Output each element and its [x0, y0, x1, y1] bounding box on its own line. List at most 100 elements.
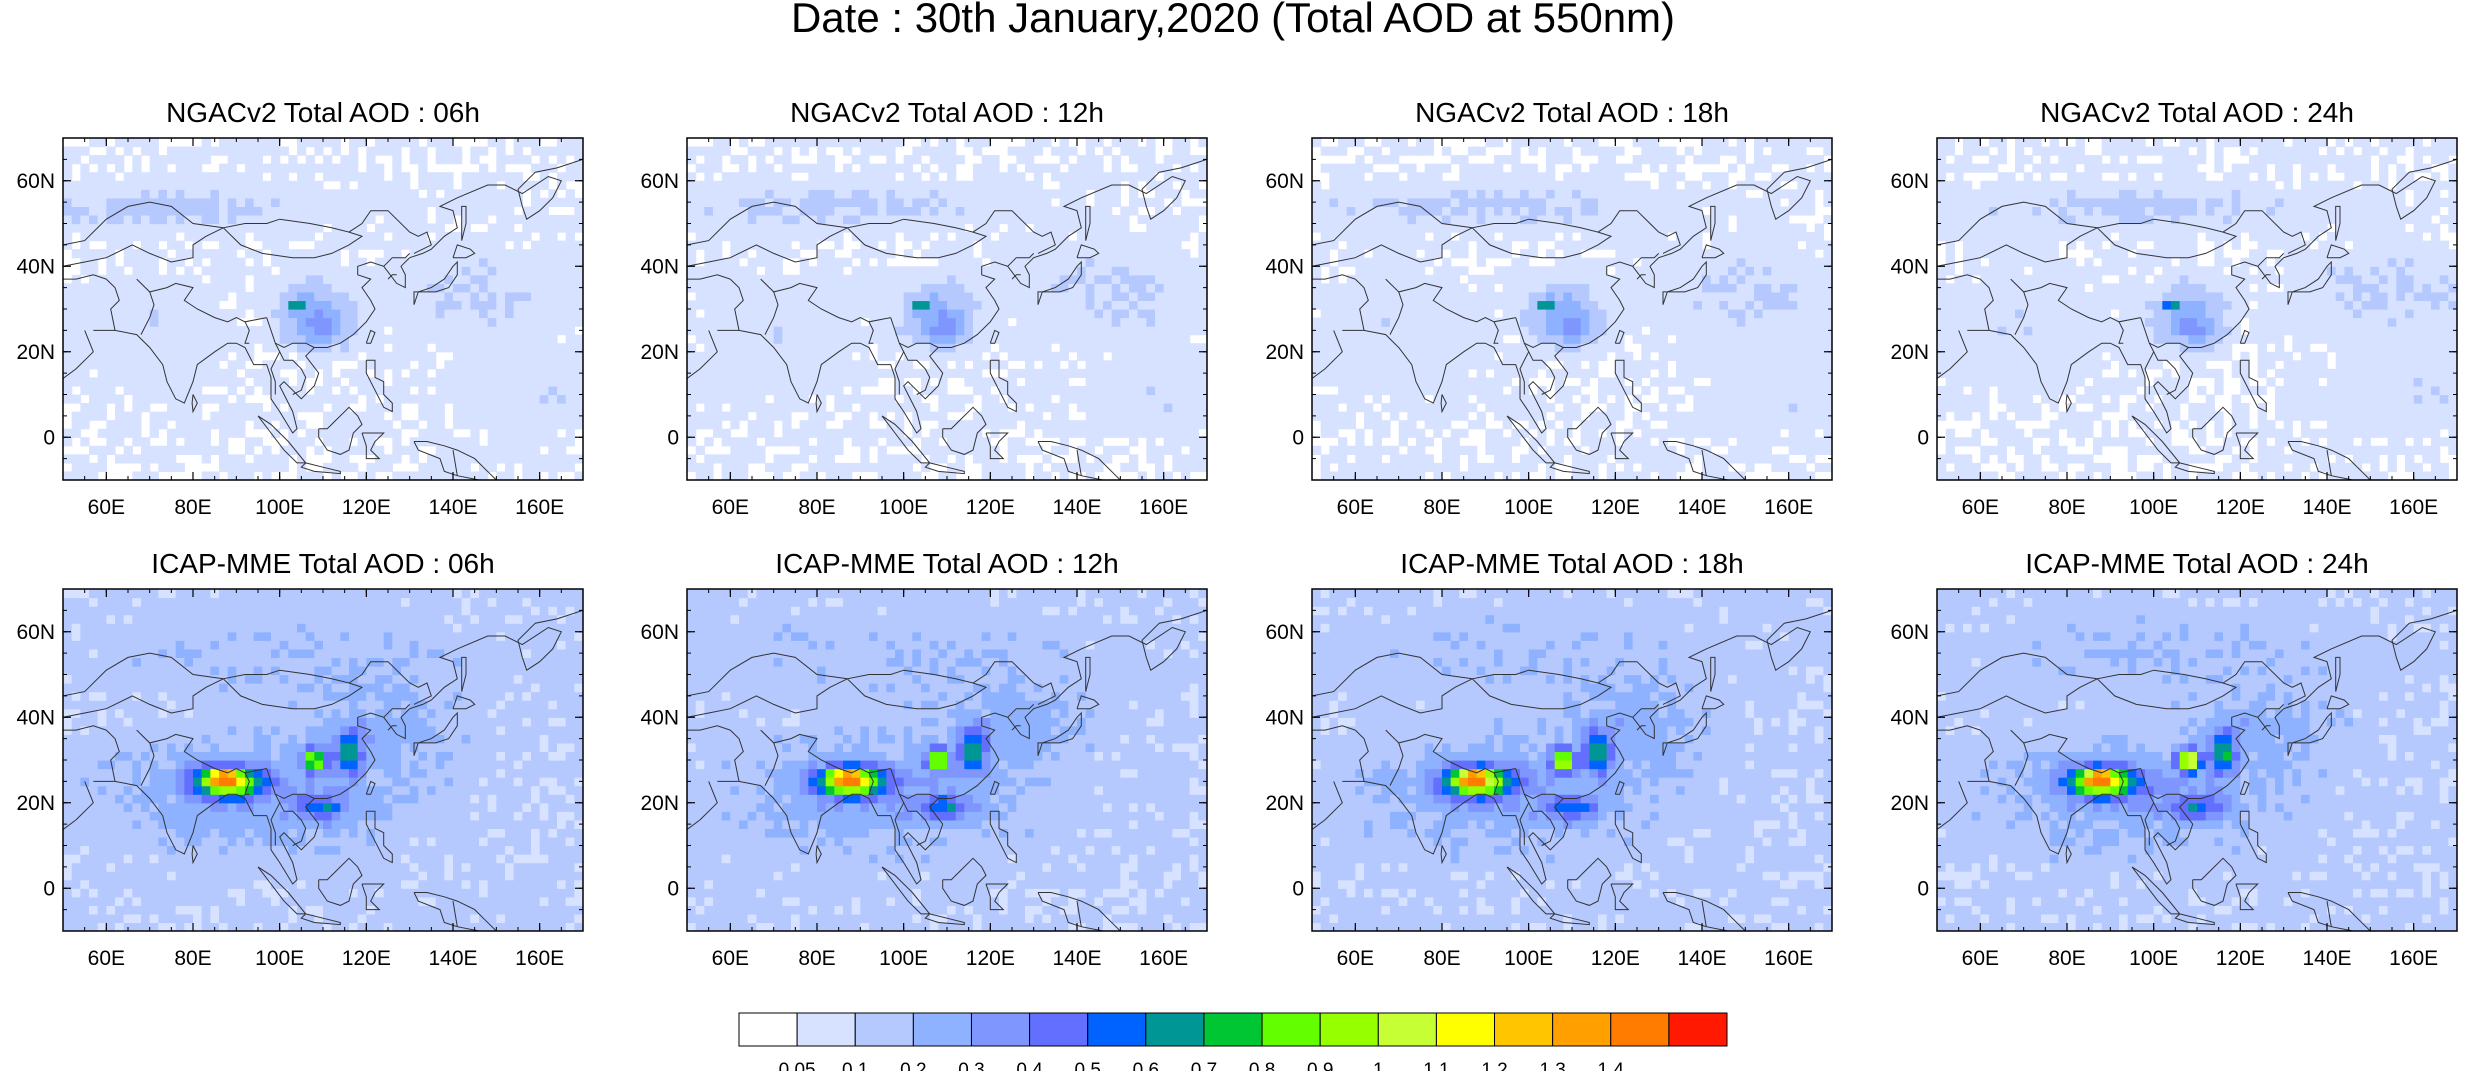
aod-cell — [1034, 181, 1043, 190]
aod-cell — [990, 360, 999, 369]
aod-cell — [1094, 309, 1103, 318]
aod-cell — [219, 335, 228, 344]
aod-cell — [1373, 429, 1382, 438]
aod-cell — [167, 352, 176, 361]
aod-cell — [860, 138, 869, 147]
aod-cell — [228, 198, 237, 207]
aod-cell — [878, 403, 887, 412]
aod-cell — [921, 181, 930, 190]
aod-cell — [1797, 377, 1806, 386]
aod-cell — [306, 138, 315, 147]
aod-cell — [453, 292, 462, 301]
aod-cell — [1650, 403, 1659, 412]
aod-cell — [557, 249, 566, 258]
aod-cell — [410, 454, 419, 463]
aod-cell — [462, 300, 471, 309]
aod-cell — [834, 292, 843, 301]
aod-cell — [1763, 386, 1772, 395]
aod-cell — [1103, 300, 1112, 309]
aod-cell — [1780, 454, 1789, 463]
aod-cell — [1806, 454, 1815, 463]
aod-cell — [1077, 386, 1086, 395]
aod-cell — [262, 343, 271, 352]
aod-cell — [150, 215, 159, 224]
aod-cell — [548, 318, 557, 327]
aod-cell — [1823, 446, 1832, 455]
aod-cell — [150, 318, 159, 327]
aod-cell — [1364, 463, 1373, 472]
aod-cell — [1138, 172, 1147, 181]
aod-cell — [202, 343, 211, 352]
aod-cell — [132, 377, 141, 386]
aod-cell — [1198, 266, 1207, 275]
aod-cell — [869, 300, 878, 309]
aod-cell — [141, 377, 150, 386]
aod-cell — [860, 463, 869, 472]
aod-cell — [1172, 420, 1181, 429]
aod-cell — [392, 335, 401, 344]
aod-cell — [488, 369, 497, 378]
aod-cell — [557, 446, 566, 455]
aod-cell — [401, 309, 410, 318]
aod-cell — [401, 215, 410, 224]
aod-cell — [791, 164, 800, 173]
aod-cell — [228, 412, 237, 421]
aod-cell — [141, 437, 150, 446]
aod-cell — [418, 403, 427, 412]
panel-title: NGACv2 Total AOD : 18h — [1415, 97, 1729, 128]
aod-cell — [860, 403, 869, 412]
aod-cell — [566, 377, 575, 386]
aod-cell — [808, 326, 817, 335]
aod-cell — [176, 309, 185, 318]
aod-cell — [323, 335, 332, 344]
aod-cell — [713, 189, 722, 198]
aod-cell — [228, 471, 237, 480]
aod-cell — [1745, 429, 1754, 438]
aod-cell — [730, 352, 739, 361]
aod-cell — [826, 343, 835, 352]
aod-cell — [280, 164, 289, 173]
aod-cell — [1164, 249, 1173, 258]
aod-cell — [548, 386, 557, 395]
aod-cell — [912, 266, 921, 275]
aod-cell — [254, 463, 263, 472]
aod-cell — [384, 360, 393, 369]
aod-cell — [505, 352, 514, 361]
aod-cell — [791, 206, 800, 215]
aod-cell — [514, 395, 523, 404]
aod-cell — [505, 309, 514, 318]
aod-cell — [358, 335, 367, 344]
aod-cell — [930, 429, 939, 438]
aod-cell — [193, 181, 202, 190]
aod-cell — [1146, 429, 1155, 438]
aod-cell — [297, 420, 306, 429]
aod-cell — [1060, 266, 1069, 275]
aod-cell — [704, 437, 713, 446]
aod-cell — [106, 258, 115, 267]
aod-cell — [1789, 360, 1798, 369]
aod-cell — [1034, 206, 1043, 215]
aod-cell — [791, 309, 800, 318]
aod-cell — [739, 309, 748, 318]
aod-cell — [1659, 454, 1668, 463]
aod-cell — [280, 206, 289, 215]
aod-cell — [488, 249, 497, 258]
aod-cell — [132, 369, 141, 378]
aod-cell — [722, 300, 731, 309]
aod-cell — [1042, 360, 1051, 369]
aod-cell — [366, 155, 375, 164]
aod-cell — [869, 292, 878, 301]
aod-cell — [115, 266, 124, 275]
aod-cell — [1103, 189, 1112, 198]
aod-cell — [999, 420, 1008, 429]
aod-cell — [462, 335, 471, 344]
aod-cell — [210, 249, 219, 258]
aod-cell — [297, 283, 306, 292]
aod-cell — [1373, 412, 1382, 421]
aod-cell — [834, 335, 843, 344]
aod-cell — [739, 232, 748, 241]
aod-cell — [392, 224, 401, 233]
aod-cell — [843, 463, 852, 472]
aod-cell — [245, 386, 254, 395]
aod-cell — [288, 395, 297, 404]
